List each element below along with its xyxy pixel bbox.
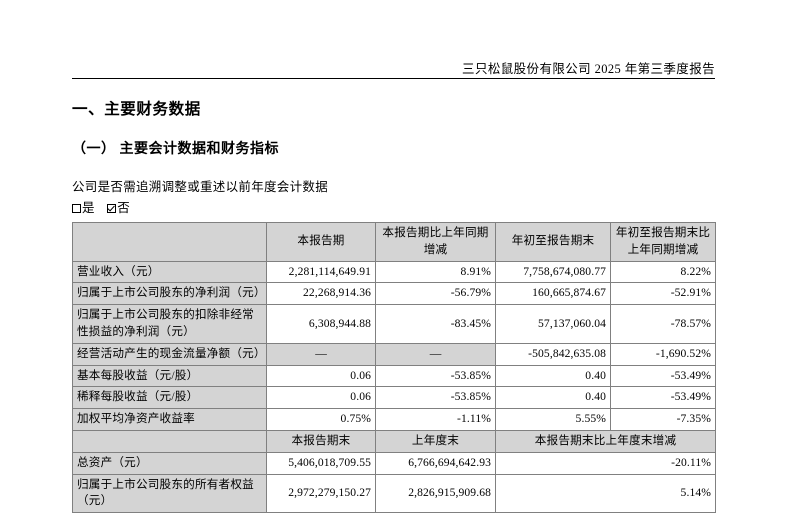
retrospective-choice-group: 是 否 — [72, 197, 139, 216]
cell-current-period-yoy: — — [375, 342, 496, 366]
cell-current-period: 2,281,114,649.91 — [266, 260, 376, 284]
cell-last-year-end: 6,766,694,642.93 — [375, 451, 496, 475]
header-cell-period-end-change: 本报告期末比上年度末增减 — [495, 429, 716, 453]
checkbox-no-icon[interactable] — [107, 204, 117, 213]
cell-ytd: 7,758,674,080.77 — [495, 260, 611, 284]
table-header-row-primary: 本报告期 本报告期比上年同期增减 年初至报告期末 年初至报告期末比上年同期增减 — [72, 222, 716, 262]
retrospective-question: 公司是否需追溯调整或重述以前年度会计数据 — [72, 180, 329, 194]
cell-ytd: 5.55% — [495, 408, 611, 431]
header-cell-current-period: 本报告期 — [266, 222, 376, 262]
header-cell-label-secondary — [72, 429, 267, 453]
cell-current-period-yoy: 8.91% — [375, 260, 496, 284]
cell-period-end-change: -20.11% — [495, 451, 716, 475]
row-label: 归属于上市公司股东的所有者权益（元） — [72, 473, 267, 513]
choice-no-label: 否 — [117, 201, 131, 215]
report-page: 三只松鼠股份有限公司 2025 年第三季度报告 一、主要财务数据 （一） 主要会… — [0, 0, 787, 481]
table-row: 经营活动产生的现金流量净额（元） — — -505,842,635.08 -1,… — [72, 342, 716, 366]
cell-ytd-yoy: -53.49% — [610, 386, 716, 410]
cell-ytd: 0.40 — [495, 386, 611, 410]
page-title: 一、主要财务数据 — [72, 101, 201, 118]
cell-period-end: 5,406,018,709.55 — [266, 451, 376, 475]
table-row: 归属于上市公司股东的净利润（元） 22,268,914.36 -56.79% 1… — [72, 282, 716, 306]
cell-current-period: 0.06 — [266, 386, 376, 410]
row-label: 基本每股收益（元/股） — [72, 364, 267, 388]
row-label: 加权平均净资产收益率 — [72, 408, 267, 431]
cell-ytd: 57,137,060.04 — [495, 304, 611, 344]
cell-current-period-yoy: -83.45% — [375, 304, 496, 344]
table-row: 归属于上市公司股东的所有者权益（元） 2,972,279,150.27 2,82… — [72, 473, 716, 513]
cell-current-period: — — [266, 342, 376, 366]
cell-ytd-yoy: -53.49% — [610, 364, 716, 388]
cell-ytd-yoy: -78.57% — [610, 304, 716, 344]
row-label: 经营活动产生的现金流量净额（元） — [72, 342, 267, 366]
cell-current-period: 0.75% — [266, 408, 376, 431]
header-rule — [72, 78, 715, 79]
row-label: 归属于上市公司股东的扣除非经常性损益的净利润（元） — [72, 304, 267, 344]
row-label: 总资产（元） — [72, 451, 267, 475]
header-cell-period-end: 本报告期末 — [266, 429, 376, 453]
table-row: 营业收入（元） 2,281,114,649.91 8.91% 7,758,674… — [72, 260, 716, 284]
table-row: 总资产（元） 5,406,018,709.55 6,766,694,642.93… — [72, 451, 716, 475]
cell-current-period-yoy: -53.85% — [375, 386, 496, 410]
choice-yes-label: 是 — [82, 201, 95, 215]
row-label: 营业收入（元） — [72, 260, 267, 284]
row-label: 稀释每股收益（元/股） — [72, 386, 267, 410]
cell-ytd-yoy: -1,690.52% — [610, 342, 716, 366]
cell-current-period: 6,308,944.88 — [266, 304, 376, 344]
cell-last-year-end: 2,826,915,909.68 — [375, 473, 496, 513]
financial-data-table: 本报告期 本报告期比上年同期增减 年初至报告期末 年初至报告期末比上年同期增减 … — [72, 222, 716, 513]
cell-period-end: 2,972,279,150.27 — [266, 473, 376, 513]
table-row: 基本每股收益（元/股） 0.06 -53.85% 0.40 -53.49% — [72, 364, 716, 388]
row-label: 归属于上市公司股东的净利润（元） — [72, 282, 267, 306]
cell-current-period-yoy: -56.79% — [375, 282, 496, 306]
table-row: 稀释每股收益（元/股） 0.06 -53.85% 0.40 -53.49% — [72, 386, 716, 410]
table-row: 归属于上市公司股东的扣除非经常性损益的净利润（元） 6,308,944.88 -… — [72, 304, 716, 344]
financial-data-table-wrapper: 本报告期 本报告期比上年同期增减 年初至报告期末 年初至报告期末比上年同期增减 … — [72, 222, 716, 513]
cell-ytd: 0.40 — [495, 364, 611, 388]
cell-current-period: 22,268,914.36 — [266, 282, 376, 306]
cell-ytd: 160,665,874.67 — [495, 282, 611, 306]
cell-current-period-yoy: -1.11% — [375, 408, 496, 431]
header-cell-label — [72, 222, 267, 262]
cell-current-period: 0.06 — [266, 364, 376, 388]
choice-yes[interactable]: 是 — [72, 201, 95, 215]
header-cell-last-year-end: 上年度末 — [375, 429, 496, 453]
subsection-title: （一） 主要会计数据和财务指标 — [72, 142, 279, 157]
table-header-row-secondary: 本报告期末 上年度末 本报告期末比上年度末增减 — [72, 429, 716, 453]
table-row: 加权平均净资产收益率 0.75% -1.11% 5.55% -7.35% — [72, 408, 716, 431]
cell-ytd-yoy: -52.91% — [610, 282, 716, 306]
header-cell-current-period-yoy: 本报告期比上年同期增减 — [375, 222, 496, 262]
cell-period-end-change: 5.14% — [495, 473, 716, 513]
running-header: 三只松鼠股份有限公司 2025 年第三季度报告 — [462, 62, 715, 76]
header-cell-ytd-yoy: 年初至报告期末比上年同期增减 — [610, 222, 716, 262]
header-cell-ytd: 年初至报告期末 — [495, 222, 611, 262]
cell-current-period-yoy: -53.85% — [375, 364, 496, 388]
cell-ytd-yoy: 8.22% — [610, 260, 716, 284]
cell-ytd: -505,842,635.08 — [495, 342, 611, 366]
checkbox-yes-icon[interactable] — [72, 204, 81, 213]
cell-ytd-yoy: -7.35% — [610, 408, 716, 431]
choice-no[interactable]: 否 — [107, 201, 130, 215]
